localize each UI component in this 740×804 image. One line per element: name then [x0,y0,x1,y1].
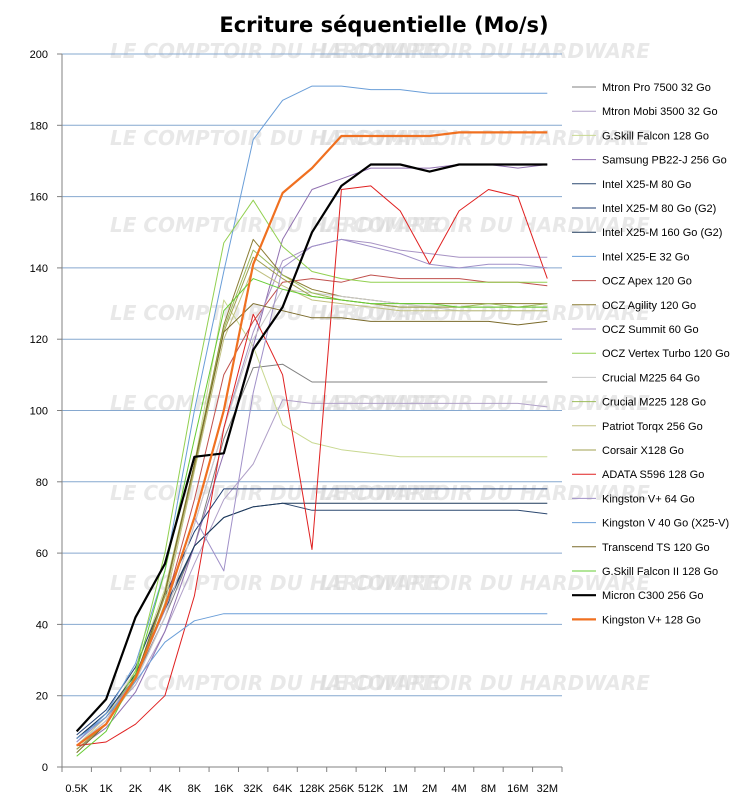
series-line [76,613,548,739]
legend-label: G.Skill Falcon 128 Go [602,130,709,142]
x-tick-label: 32M [537,783,558,795]
legend-label: Intel X25-M 160 Go (G2) [602,227,722,239]
watermark-text: LE COMPTOIR DU HARDWARE [110,39,440,63]
watermark-text: LE COMPTOIR DU HARDWARE [320,213,650,237]
series-line [76,488,548,736]
legend-label: Mtron Pro 7500 32 Go [602,82,711,94]
legend-label: Crucial M225 128 Go [602,397,706,409]
watermark-text: LE COMPTOIR DU HARDWARE [110,213,440,237]
x-tick-label: 64K [273,783,293,795]
legend: Mtron Pro 7500 32 Go Mtron Mobi 3500 32 G… [572,82,730,626]
y-tick-label: 200 [30,49,48,61]
legend-label: OCZ Apex 120 Go [602,276,692,288]
y-tick-labels: 0 20 40 60 80 100 120 140 160 180 200 [30,49,62,774]
x-tick-label: 16K [214,783,234,795]
x-tick-label: 8M [481,783,496,795]
y-tick-label: 140 [30,263,48,275]
x-tick-label: 32K [243,783,263,795]
watermark-text: LE COMPTOIR DU HARDWARE [320,39,650,63]
y-tick-label: 0 [42,762,48,774]
watermark-text: LE COMPTOIR DU HARDWARE [110,671,440,695]
series-line [75,163,548,733]
legend-label: Intel X25-E 32 Go [602,251,689,263]
y-tick-label: 180 [30,120,48,132]
legend-label: Intel X25-M 80 Go (G2) [602,203,716,215]
legend-label: OCZ Vertex Turbo 120 Go [602,348,730,360]
x-tick-label: 4M [451,783,466,795]
x-tick-label: 256K [329,783,355,795]
legend-label: Micron C300 256 Go [602,590,704,602]
y-tick-label: 80 [36,477,48,489]
legend-label: Kingston V 40 Go (X25-V) [602,518,729,530]
legend-label: OCZ Summit 60 Go [602,324,699,336]
legend-label: Patriot Torqx 256 Go [602,421,703,433]
y-tick-label: 20 [36,691,48,703]
x-tick-label: 1K [99,783,113,795]
x-tick-label: 1M [393,783,408,795]
legend-label: Intel X25-M 80 Go [602,179,691,191]
series-line [76,131,548,747]
x-tick-label: 0.5K [65,783,88,795]
series-line [76,303,548,754]
y-tick-label: 120 [30,334,48,346]
chart-title: Ecriture séquentielle (Mo/s) [219,13,548,37]
series-line [76,185,548,747]
x-tick-label: 4K [158,783,172,795]
series-line [76,199,548,754]
y-tick-label: 100 [30,406,48,418]
series-line [76,85,548,743]
legend-label: Crucial M225 64 Go [602,372,700,384]
series-line [76,502,548,739]
watermark-text: LE COMPTOIR DU HARDWARE [110,126,440,150]
x-tick-label: 2M [422,783,437,795]
y-tick-label: 60 [36,548,48,560]
gridlines [62,53,562,697]
legend-label: G.Skill Falcon II 128 Go [602,566,718,578]
x-tick-label: 128K [299,783,325,795]
watermark-text: LE COMPTOIR DU HARDWARE [320,671,650,695]
legend-label: Mtron Mobi 3500 32 Go [602,106,718,118]
x-tick-label: 8K [188,783,202,795]
x-tick-label: 16M [507,783,528,795]
legend-label: Transcend TS 120 Go [602,542,710,554]
legend-label: Kingston V+ 64 Go [602,493,695,505]
legend-label: ADATA S596 128 Go [602,469,704,481]
watermark-text: LE COMPTOIR DU HARDWARE [320,571,650,595]
series-line [76,278,548,757]
x-tick-labels: 0.5K 1K 2K 4K 8K 16K 32K 64K 128K 256K 512K 1M 2M 4M 8… [61,767,563,795]
legend-label: Kingston V+ 128 Go [602,614,701,626]
watermark-text: LE COMPTOIR DU HARDWARE [110,481,440,505]
legend-label: Samsung PB22-J 256 Go [602,155,727,167]
series-line [76,502,548,739]
y-tick-label: 160 [30,192,48,204]
legend-label: Corsair X128 Go [602,445,684,457]
watermark-text: LE COMPTOIR DU HARDWARE [320,481,650,505]
x-tick-label: 2K [129,783,143,795]
series-line [76,399,548,739]
series-lines [75,85,548,757]
y-tick-label: 40 [36,619,48,631]
legend-label: OCZ Agility 120 Go [602,300,696,312]
x-tick-label: 512K [358,783,384,795]
series-line [76,299,548,746]
watermark-text: LE COMPTOIR DU HARDWARE [320,126,650,150]
